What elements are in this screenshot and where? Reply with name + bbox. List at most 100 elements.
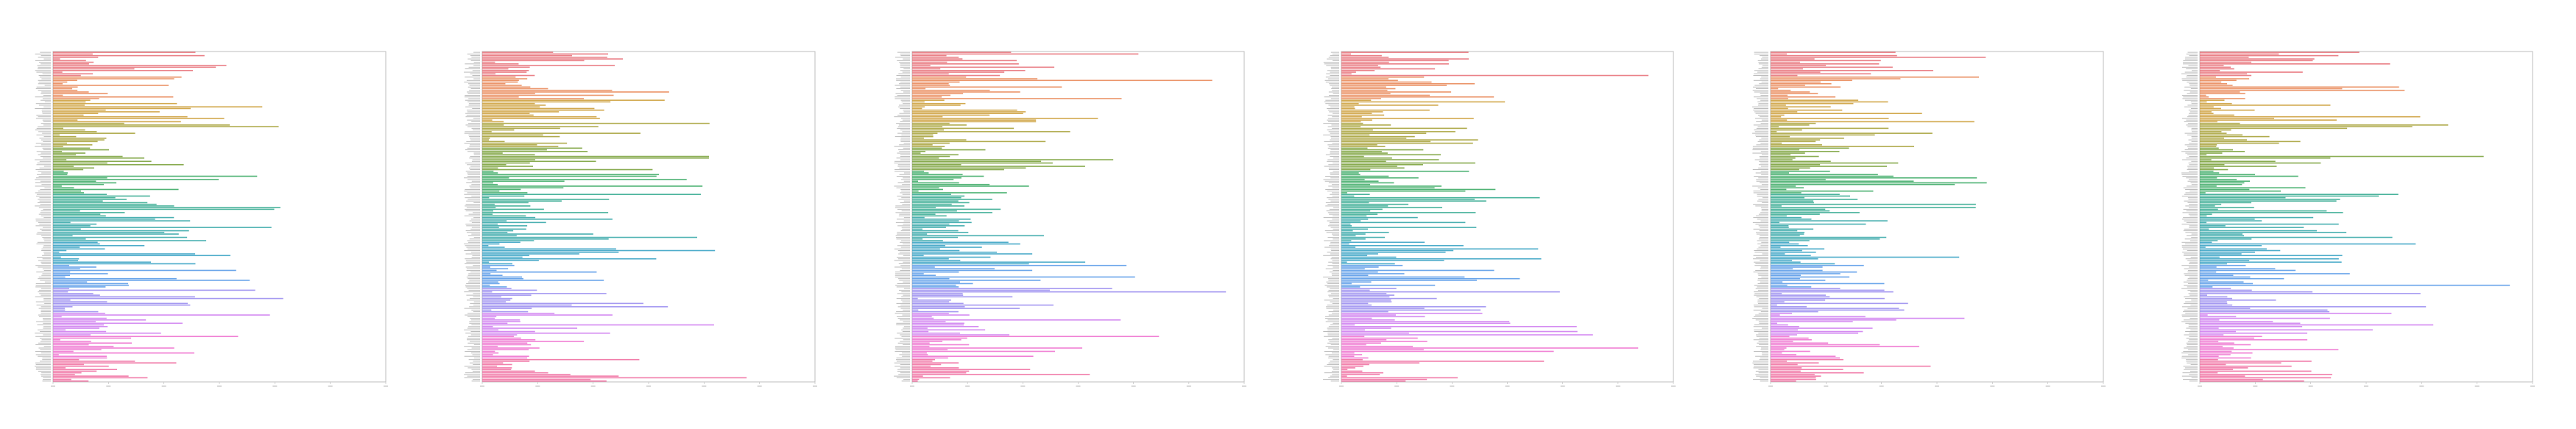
bar [53,296,195,298]
category-tick-label [2181,95,2198,96]
category-tick-label [903,103,910,104]
bar [2200,179,2237,180]
bar [912,291,1227,293]
bar [482,321,521,322]
bar [53,322,183,325]
bar [1341,101,1506,103]
category-tick-label [1331,192,1339,194]
bar [482,362,504,364]
bar [2200,74,2252,77]
bar [2200,185,2217,187]
category-tick-label [1328,362,1339,364]
bar [912,299,951,301]
bar [482,324,714,326]
category-tick-label [1760,266,1768,268]
bar [912,378,920,380]
bar [2200,183,2242,185]
bar [482,276,523,278]
bar [912,111,1026,113]
category-tick-label [1760,281,1768,283]
category-tick-label [38,370,51,372]
category-tick-label [1752,90,1768,91]
category-tick-label [465,208,480,210]
bar [1341,199,1475,200]
category-tick-label [2186,342,2198,344]
bar [2200,330,2236,333]
bar [1341,111,1383,113]
bar [2200,302,2228,305]
bar [2200,232,2347,233]
bar [53,302,188,305]
bar [2200,160,2276,163]
category-tick-label [1330,66,1339,68]
bar [1771,129,1802,131]
category-tick-label [470,55,480,57]
category-tick-label [39,160,51,162]
bar [53,76,182,78]
category-tick-label [2188,293,2198,294]
bar-chart-panel-1 [35,51,388,387]
category-tick-label [1328,185,1339,187]
bar [1341,138,1407,139]
category-tick-label [1323,217,1339,219]
bar [482,180,565,182]
bar [1771,82,1832,85]
bar [1771,200,1814,202]
bar [912,58,963,60]
bar [482,352,499,354]
bar [2200,377,2332,379]
bar [482,149,547,151]
bar [482,177,509,179]
bar [2200,109,2255,111]
category-tick-label [473,237,480,238]
category-tick-label [900,70,910,71]
category-tick-label [1327,107,1339,109]
bar [912,53,1139,55]
bar [912,134,934,136]
bar [53,104,85,106]
bar [2200,135,2270,138]
bar [912,60,1017,62]
category-tick-label [1332,184,1339,185]
bar [1341,188,1496,191]
bar [482,200,562,202]
category-tick-label [37,174,51,175]
bar [1771,60,1881,62]
category-tick-label [464,71,480,73]
bar [2200,57,2249,58]
bar [912,79,1213,82]
bar [1341,66,1381,68]
bar [482,297,512,299]
category-tick-label [2184,273,2198,274]
bar [912,159,1114,160]
category-tick-label [896,302,910,304]
bar [1771,230,1798,232]
bar [1341,57,1389,58]
bar [53,299,71,301]
bar [2200,154,2207,156]
category-tick-label [468,103,480,104]
category-tick-label [468,289,480,291]
bar [482,174,659,176]
bar [482,109,604,111]
bar [1341,240,1352,241]
bar [53,319,147,321]
bar [1771,162,1899,164]
category-tick-label [467,176,480,177]
bar [1341,122,1363,124]
category-tick-label [894,362,910,364]
category-tick-label [469,85,480,86]
bar [912,52,1012,53]
x-axis-tick-label [1824,386,1829,387]
bar [912,174,963,176]
category-tick-label [2184,200,2198,202]
bar [1771,210,1830,212]
category-tick-label [466,182,480,183]
bar [482,167,498,169]
category-tick-label [898,263,910,264]
bar [53,219,155,220]
bar [1341,190,1466,192]
bar [1341,68,1436,70]
category-tick-label [2181,314,2198,316]
bar [1341,273,1405,274]
